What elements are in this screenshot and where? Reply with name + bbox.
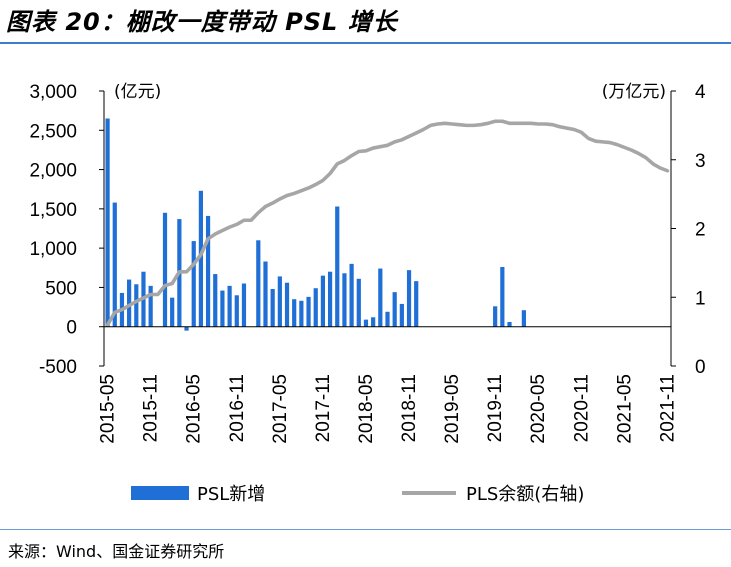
x-tick-label: 2017-05 — [270, 374, 291, 444]
bar-2019-11 — [493, 306, 498, 327]
x-tick-label: 2017-11 — [313, 374, 334, 442]
bar-2018-03 — [349, 263, 354, 327]
bar-2017-08 — [299, 300, 304, 327]
bar-2016-12 — [241, 283, 247, 327]
axes: 3,000 2,500 2,000 1,500 1,000 500 0 -500 (亿元) 4 3 2… — [29, 82, 706, 378]
left-tick-label: 1,000 — [29, 239, 77, 260]
line-series-pls-balance — [105, 119, 670, 327]
title-divider — [0, 42, 731, 44]
bar-2018-01 — [335, 206, 340, 327]
bar-2017-05 — [277, 276, 282, 327]
bar-2020-01 — [507, 322, 512, 327]
bar-2017-10 — [313, 288, 318, 327]
bar-2016-04 — [184, 326, 189, 331]
legend-swatch-bar — [131, 486, 189, 500]
bar-2017-03 — [263, 261, 268, 327]
legend-label-line: PLS余额(右轴) — [466, 484, 584, 505]
x-tick-label: 2016-05 — [184, 374, 205, 444]
x-tick-label: 2021-05 — [614, 374, 635, 444]
x-tick-label: 2021-11 — [657, 374, 678, 442]
chart: 3,000 2,500 2,000 1,500 1,000 500 0 -500 (亿元) 4 3 2… — [29, 82, 706, 505]
right-tick-label: 1 — [695, 288, 706, 309]
bar-2015-11 — [148, 285, 153, 327]
left-axis-unit: (亿元) — [114, 82, 161, 102]
bar-2015-08 — [127, 279, 132, 327]
bar-2017-06 — [284, 282, 290, 327]
bar-2015-06 — [112, 202, 117, 327]
bar-2016-11 — [234, 295, 239, 327]
bar-2016-06 — [198, 190, 203, 327]
bar-2018-11 — [406, 270, 412, 327]
x-tick-label: 2016-11 — [227, 374, 248, 442]
x-tick-label: 2020-11 — [571, 374, 592, 442]
bar-2017-02 — [256, 240, 261, 327]
bar-2019-12 — [500, 267, 505, 327]
left-tick-label: 2,000 — [29, 161, 77, 182]
bar-2018-09 — [392, 292, 397, 327]
bar-2016-01 — [162, 212, 168, 327]
bar-2017-12 — [327, 271, 333, 327]
bar-2018-07 — [378, 268, 383, 327]
left-tick-label: 2,500 — [29, 121, 77, 142]
left-tick-label: 1,500 — [29, 200, 77, 221]
bar-2016-10 — [227, 285, 232, 327]
right-tick-label: 2 — [695, 220, 706, 241]
right-axis-unit: (万亿元) — [602, 82, 666, 102]
figure-title: 图表 20：棚改一度带动 PSL 增长 — [6, 8, 398, 36]
bar-2016-08 — [213, 274, 218, 327]
bar-2018-08 — [385, 311, 390, 327]
bar-2017-11 — [320, 275, 326, 327]
bar-2018-02 — [342, 273, 347, 327]
bar-2016-05 — [191, 241, 196, 327]
bar-2017-09 — [306, 296, 311, 327]
left-tick-label: 0 — [66, 318, 77, 339]
x-tick-label: 2020-05 — [528, 374, 549, 444]
bar-2018-05 — [363, 319, 369, 327]
bar-2016-02 — [170, 297, 175, 327]
bar-2018-06 — [371, 317, 376, 327]
x-tick-label: 2015-05 — [98, 374, 119, 444]
right-tick-label: 4 — [695, 82, 706, 103]
bar-2015-05 — [105, 118, 110, 327]
right-tick-label: 0 — [695, 357, 706, 378]
bar-2017-07 — [292, 299, 297, 327]
x-tick-label: 2019-05 — [442, 374, 463, 444]
footer-divider — [0, 529, 731, 530]
right-tick-label: 3 — [695, 151, 706, 172]
left-tick-label: 3,000 — [29, 82, 77, 103]
legend: PSL新增 PLS余额(右轴) — [131, 484, 584, 505]
left-tick-label: -500 — [39, 357, 77, 378]
line-pls-balance — [105, 119, 670, 327]
bar-2018-04 — [356, 278, 361, 327]
x-tick-label: 2018-05 — [356, 374, 377, 444]
source-note: 来源：Wind、国金证券研究所 — [8, 542, 225, 561]
bar-series-psl — [105, 118, 526, 331]
bar-2016-07 — [205, 215, 211, 327]
bar-2015-09 — [134, 284, 139, 327]
legend-label-bar: PSL新增 — [197, 484, 265, 505]
left-tick-label: 500 — [45, 278, 77, 299]
x-tick-labels: 2015-05 2015-11 2016-05 2016-11 2017-05 2017-… — [98, 374, 679, 444]
x-tick-label: 2018-11 — [399, 374, 420, 442]
bar-2020-03 — [521, 310, 526, 327]
bar-2017-04 — [270, 289, 275, 327]
bar-2018-12 — [414, 281, 419, 327]
x-tick-label: 2019-11 — [485, 374, 506, 442]
bar-2016-09 — [220, 290, 225, 327]
bar-2018-10 — [399, 303, 404, 327]
x-tick-label: 2015-11 — [141, 374, 162, 442]
